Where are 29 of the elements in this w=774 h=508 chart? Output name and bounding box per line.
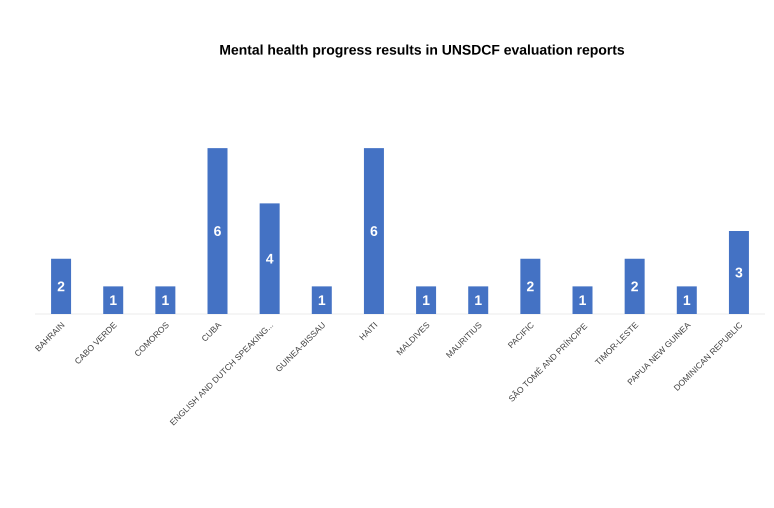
bar bbox=[51, 258, 72, 314]
bar bbox=[416, 286, 436, 314]
bar bbox=[572, 286, 593, 314]
bar bbox=[520, 258, 540, 314]
bar bbox=[676, 286, 697, 314]
bar bbox=[728, 231, 749, 314]
data-label: 1 bbox=[475, 295, 482, 305]
bar bbox=[260, 203, 280, 314]
data-label: 2 bbox=[526, 281, 534, 292]
bar bbox=[208, 148, 228, 314]
data-label: 2 bbox=[58, 281, 64, 292]
data-label: 1 bbox=[684, 295, 690, 305]
data-label: 4 bbox=[266, 254, 274, 264]
data-label: 1 bbox=[162, 295, 169, 305]
bar bbox=[624, 258, 645, 314]
data-label: 6 bbox=[370, 226, 378, 236]
bar bbox=[155, 286, 176, 314]
data-label: 1 bbox=[110, 295, 117, 305]
data-label: 1 bbox=[423, 295, 430, 305]
data-label: 2 bbox=[631, 281, 638, 292]
data-label: 1 bbox=[580, 295, 586, 305]
bar bbox=[364, 148, 384, 314]
bar bbox=[312, 286, 332, 314]
chart-title: Mental health progress results in UNSDCF evaluation reports bbox=[220, 44, 624, 58]
data-label: 1 bbox=[318, 295, 326, 305]
bar bbox=[103, 286, 124, 314]
data-label: 3 bbox=[735, 268, 742, 278]
data-label: 6 bbox=[214, 226, 221, 236]
bar bbox=[468, 286, 488, 314]
